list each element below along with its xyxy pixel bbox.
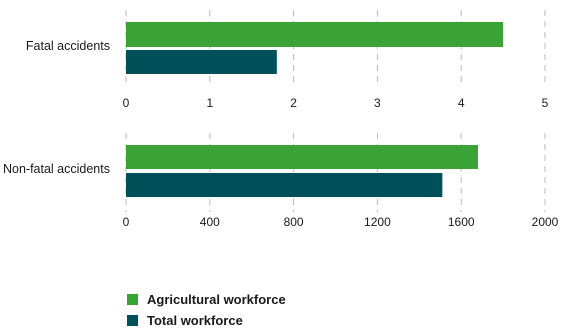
- legend-swatch-agricultural: [127, 294, 138, 305]
- tick-label-fatal-accidents-1: 1: [206, 96, 213, 110]
- bar-non-fatal-accidents-total: [126, 173, 443, 197]
- tick-label-non-fatal-accidents-1: 400: [200, 215, 220, 229]
- tick-label-fatal-accidents-4: 4: [458, 96, 465, 110]
- tick-label-non-fatal-accidents-5: 2000: [532, 215, 559, 229]
- bar-non-fatal-accidents-agricultural: [126, 145, 478, 169]
- tick-label-fatal-accidents-0: 0: [123, 96, 130, 110]
- legend-item-total: Total workforce: [127, 310, 286, 331]
- tick-label-non-fatal-accidents-3: 1200: [364, 215, 391, 229]
- non-fatal-accidents-panel: 0 400 800 1200 1600 2000 Non-fatal accidents: [3, 133, 559, 229]
- tick-label-non-fatal-accidents-4: 1600: [448, 215, 475, 229]
- bar-fatal-accidents-agricultural: [126, 22, 504, 47]
- bar-fatal-accidents-total: [126, 50, 277, 74]
- legend: Agricultural workforce Total workforce: [127, 289, 286, 331]
- category-label-fatal-accidents: Fatal accidents: [26, 39, 110, 53]
- tick-label-fatal-accidents-3: 3: [374, 96, 381, 110]
- tick-label-fatal-accidents-5: 5: [542, 96, 549, 110]
- tick-label-non-fatal-accidents-2: 800: [284, 215, 304, 229]
- tick-label-non-fatal-accidents-0: 0: [123, 215, 130, 229]
- tick-label-fatal-accidents-2: 2: [290, 96, 297, 110]
- category-label-non-fatal-accidents: Non-fatal accidents: [3, 162, 110, 176]
- fatal-accidents-panel: 0 1 2 3 4 5 Fatal accidents: [26, 10, 549, 110]
- legend-label-total: Total workforce: [147, 313, 243, 328]
- legend-swatch-total: [127, 315, 138, 326]
- legend-label-agricultural: Agricultural workforce: [147, 292, 286, 307]
- legend-item-agricultural: Agricultural workforce: [127, 289, 286, 310]
